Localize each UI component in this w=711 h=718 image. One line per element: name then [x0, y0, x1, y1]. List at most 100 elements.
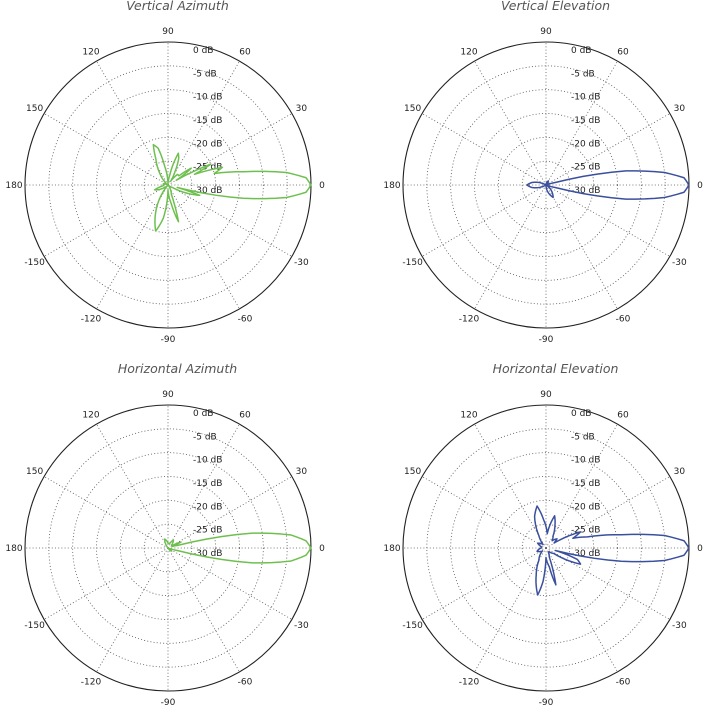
grid-spoke [96, 423, 169, 549]
grid-spoke [43, 113, 169, 186]
radial-tick-label: -10 dB [571, 456, 600, 466]
polar-plot: 90 60 30 0 -30 -60 -90 -120 -150 180 150 120 0 dB -5 … [5, 390, 325, 708]
grid-ring [521, 523, 571, 573]
radial-tick-label: -10 dB [193, 456, 222, 466]
polar-plot: 90 60 30 0 -30 -60 -90 -120 -150 180 150 120 0 dB -5 … [383, 27, 703, 345]
angle-tick-label: -120 [81, 314, 102, 324]
radial-tick-label: -15 dB [571, 116, 600, 126]
chart-title: Horizontal Azimuth [117, 361, 238, 376]
angle-tick-label: -30 [672, 258, 687, 268]
grid-ring [521, 160, 571, 210]
radial-tick-label: -15 dB [193, 479, 222, 489]
grid-spoke [474, 547, 547, 673]
angle-tick-label: 0 [697, 544, 703, 554]
grid-spoke [167, 423, 240, 549]
pattern-trace [526, 170, 690, 200]
angle-tick-label: -150 [402, 621, 423, 631]
radial-tick-label: -20 dB [571, 502, 600, 512]
polar-chart-vertical-azimuth: Vertical Azimuth 90 60 30 0 -30 -60 -90 -120 -15… [0, 0, 355, 355]
angle-tick-label: 120 [82, 48, 99, 58]
angle-tick-label: 30 [296, 104, 308, 114]
chart-title: Horizontal Elevation [492, 361, 619, 376]
grid-spoke [43, 547, 169, 620]
angle-tick-label: -30 [672, 621, 687, 631]
angle-tick-label: -90 [539, 698, 554, 708]
grid-spoke [167, 60, 240, 186]
grid-spoke [167, 476, 293, 549]
angle-tick-label: -120 [459, 314, 480, 324]
radial-tick-label: -5 dB [571, 432, 595, 442]
radial-tick-label: -30 dB [193, 549, 222, 559]
angle-tick-label: 90 [162, 390, 174, 400]
angle-tick-label: -120 [81, 677, 102, 687]
radial-tick-label: -30 dB [571, 186, 600, 196]
grid-spoke [421, 547, 547, 620]
angle-tick-label: -90 [161, 335, 176, 345]
angle-tick-label: 180 [5, 544, 22, 554]
grid-spoke [545, 184, 618, 310]
angle-tick-label: -150 [24, 258, 45, 268]
grid-spoke [167, 184, 293, 257]
angle-tick-label: 150 [404, 104, 421, 114]
polar-plot: 90 60 30 0 -30 -60 -90 -120 -150 180 150 120 0 dB -5 … [383, 390, 703, 708]
radial-tick-label: -25 dB [571, 163, 600, 173]
grid-spoke [43, 476, 169, 549]
grid-ring [96, 113, 240, 257]
grid-spoke [545, 476, 671, 549]
angle-tick-label: 60 [617, 411, 629, 421]
angle-tick-label: -60 [616, 677, 631, 687]
angle-tick-label: 120 [460, 411, 477, 421]
chart-title: Vertical Azimuth [126, 0, 229, 13]
angle-tick-label: 150 [404, 467, 421, 477]
angle-tick-label: -150 [24, 621, 45, 631]
grid-ring [119, 499, 217, 597]
grid-spoke [545, 184, 671, 257]
angle-tick-label: -120 [459, 677, 480, 687]
grid-spoke [167, 184, 240, 310]
angle-tick-label: 180 [383, 181, 400, 191]
pattern-trace [163, 532, 312, 564]
radial-tick-label: 0 dB [571, 46, 591, 56]
radial-tick-label: -30 dB [193, 186, 222, 196]
polar-chart-horizontal-azimuth: Horizontal Azimuth 90 60 30 0 -30 -60 -90 -120 -… [0, 361, 355, 718]
angle-tick-label: -60 [616, 314, 631, 324]
radial-tick-label: -5 dB [571, 69, 595, 79]
polar-chart-vertical-elevation: Vertical Elevation 90 60 30 0 -30 -60 -90 -120 -… [378, 0, 711, 355]
angle-tick-label: 0 [319, 544, 325, 554]
polar-plot: 90 60 30 0 -30 -60 -90 -120 -150 180 150 120 0 dB -5 … [5, 27, 325, 345]
angle-tick-label: 60 [239, 411, 251, 421]
grid-ring [72, 89, 264, 281]
grid-spoke [545, 113, 671, 186]
grid-ring [143, 523, 193, 573]
radial-tick-label: -20 dB [193, 139, 222, 149]
angle-tick-label: 60 [617, 48, 629, 58]
grid-spoke [545, 423, 618, 549]
angle-tick-label: -90 [539, 335, 554, 345]
radial-tick-label: -20 dB [571, 139, 600, 149]
angle-tick-label: 0 [697, 181, 703, 191]
angle-tick-label: -60 [238, 677, 253, 687]
radial-tick-label: 0 dB [193, 409, 213, 419]
radial-tick-label: -15 dB [571, 479, 600, 489]
grid-spoke [167, 547, 293, 620]
grid-spoke [96, 184, 169, 310]
radial-tick-label: 0 dB [193, 46, 213, 56]
grid-spoke [43, 184, 169, 257]
grid-spoke [421, 184, 547, 257]
grid-ring [143, 160, 193, 210]
angle-tick-label: -30 [294, 621, 309, 631]
grid-ring [474, 476, 618, 620]
radial-tick-label: -25 dB [193, 163, 222, 173]
angle-tick-label: -90 [161, 698, 176, 708]
grid-spoke [474, 184, 547, 310]
grid-spoke [96, 547, 169, 673]
grid-spoke [421, 476, 547, 549]
angle-tick-label: 90 [540, 27, 552, 37]
angle-tick-label: 90 [162, 27, 174, 37]
grid-ring [96, 476, 240, 620]
radial-tick-label: -20 dB [193, 502, 222, 512]
angle-tick-label: -150 [402, 258, 423, 268]
grid-ring [474, 113, 618, 257]
grid-spoke [474, 423, 547, 549]
